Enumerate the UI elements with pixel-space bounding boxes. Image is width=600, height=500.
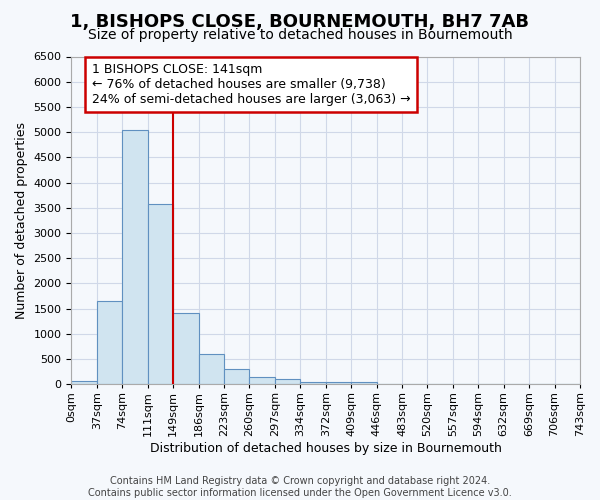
Bar (250, 377, 275, 384)
Bar (224, 370, 250, 384)
Bar (351, 382, 377, 384)
Y-axis label: Number of detached properties: Number of detached properties (15, 122, 28, 319)
Bar (173, 312, 199, 384)
Bar (300, 382, 326, 384)
Bar (122, 130, 148, 384)
Bar (199, 354, 224, 384)
Bar (148, 204, 173, 384)
Text: Size of property relative to detached houses in Bournemouth: Size of property relative to detached ho… (88, 28, 512, 42)
Text: 1 BISHOPS CLOSE: 141sqm
← 76% of detached houses are smaller (9,738)
24% of semi: 1 BISHOPS CLOSE: 141sqm ← 76% of detache… (92, 63, 410, 106)
Text: Contains HM Land Registry data © Crown copyright and database right 2024.
Contai: Contains HM Land Registry data © Crown c… (88, 476, 512, 498)
Bar (275, 380, 300, 384)
Bar (326, 382, 351, 384)
Bar (97, 301, 122, 384)
X-axis label: Distribution of detached houses by size in Bournemouth: Distribution of detached houses by size … (150, 442, 502, 455)
Text: 1, BISHOPS CLOSE, BOURNEMOUTH, BH7 7AB: 1, BISHOPS CLOSE, BOURNEMOUTH, BH7 7AB (71, 12, 530, 30)
Bar (71, 382, 97, 384)
